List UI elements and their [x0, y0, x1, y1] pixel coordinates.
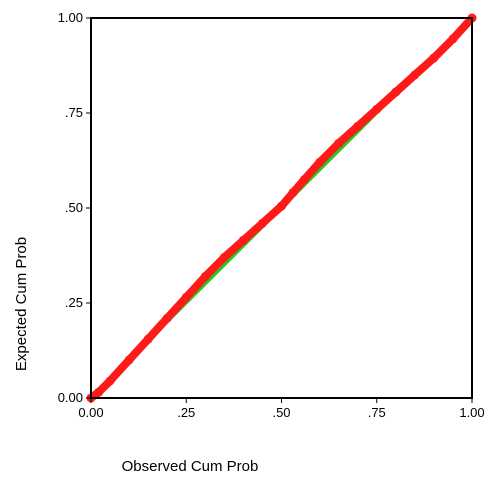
y-axis-title: Expected Cum Prob — [13, 237, 30, 371]
observed-point — [288, 188, 298, 198]
x-tick-label: 0.00 — [78, 405, 103, 420]
y-tick-label: .50 — [65, 200, 83, 215]
ticks-layer: 0.00 .25 .50 .75 1.00 0.00 .25 .50 .75 1.00 — [58, 10, 485, 420]
observed-point — [181, 292, 191, 302]
x-tick-label: 1.00 — [459, 405, 484, 420]
observed-point — [143, 334, 153, 344]
observed-point — [353, 121, 363, 131]
x-tick-label: .50 — [272, 405, 290, 420]
y-tick-label: .75 — [65, 105, 83, 120]
observed-point — [105, 376, 115, 386]
observed-point — [124, 355, 134, 365]
observed-point — [299, 175, 309, 184]
observed-point — [429, 53, 439, 63]
observed-point — [448, 34, 458, 44]
observed-point — [219, 252, 229, 262]
observed-point — [238, 235, 248, 245]
observed-point — [372, 104, 382, 114]
y-tick-label: 0.00 — [58, 390, 83, 405]
observed-point — [277, 201, 286, 211]
x-tick-label: .75 — [368, 405, 386, 420]
observed-point — [391, 87, 401, 97]
observed-point — [162, 313, 172, 323]
y-tick-label: 1.00 — [58, 10, 83, 25]
observed-point — [410, 70, 420, 80]
y-tick-label: .25 — [65, 295, 83, 310]
observed-point — [258, 218, 267, 228]
x-axis-title: Observed Cum Prob — [122, 458, 259, 475]
observed-point — [94, 387, 104, 397]
x-tick-label: .25 — [177, 405, 195, 420]
observed-point — [200, 271, 210, 281]
observed-point — [334, 138, 344, 148]
observed-point — [315, 157, 325, 167]
